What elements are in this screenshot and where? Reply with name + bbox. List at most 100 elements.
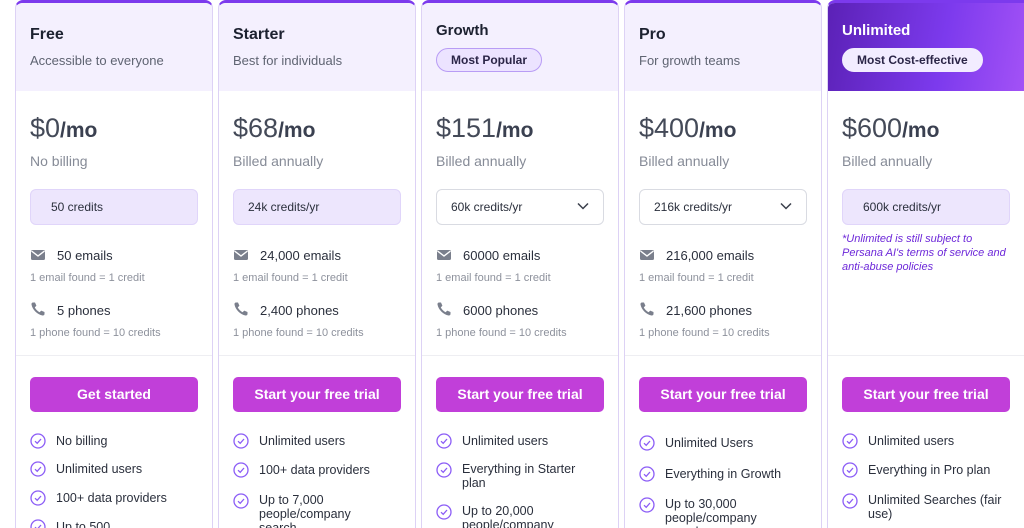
start-free-trial-button[interactable]: Start your free trial: [436, 377, 604, 412]
feature-item: Up to 20,000 people/company: [462, 504, 554, 528]
credits-dropdown[interactable]: 216k credits/yr: [639, 189, 807, 225]
email-credit-rate: 1 email found = 1 credit: [436, 272, 551, 284]
check-circle-icon: [233, 493, 249, 509]
price-period: /mo: [60, 119, 98, 142]
feature-item: 100+ data providers: [56, 491, 167, 505]
check-circle-icon: [436, 462, 452, 478]
plan-name: Growth: [436, 22, 489, 39]
plan-tagline: Best for individuals: [233, 53, 343, 68]
emails-count: 216,000 emails: [666, 248, 755, 263]
billing-note: Billed annually: [842, 153, 933, 169]
price-period: /mo: [699, 119, 737, 142]
check-circle-icon: [639, 466, 655, 482]
credits-selected-value: 60k credits/yr: [451, 200, 523, 214]
most-popular-badge: Most Popular: [436, 48, 543, 72]
price-amount: $151: [436, 113, 497, 143]
check-circle-icon: [233, 433, 249, 449]
emails-count: 24,000 emails: [260, 248, 341, 263]
plan-header: [16, 3, 212, 91]
feature-item: Unlimited users: [259, 434, 346, 448]
phones-count: 2,400 phones: [260, 303, 339, 318]
price-amount: $68: [233, 113, 279, 143]
feature-item: Everything in Starter plan: [462, 462, 576, 490]
feature-item: Up to 7,000 people/company search: [259, 493, 351, 528]
phone-icon: [234, 302, 248, 316]
start-free-trial-button[interactable]: Start your free trial: [639, 377, 807, 412]
divider: [219, 355, 415, 356]
price-period: /mo: [902, 119, 940, 142]
phones-count: 6000 phones: [463, 303, 539, 318]
divider: [16, 355, 212, 356]
feature-item: Unlimited users: [56, 462, 143, 476]
credits-selected-value: 216k credits/yr: [654, 200, 733, 214]
credits-box: 600k credits/yr: [842, 189, 1010, 225]
emails-count: 60000 emails: [463, 248, 541, 263]
plan-tagline: Accessible to everyone: [30, 53, 164, 68]
check-circle-icon: [842, 433, 858, 449]
plan-name: Pro: [639, 26, 666, 43]
plan-header: [625, 3, 821, 91]
plan-name: Starter: [233, 26, 285, 43]
plan-price: $0/mo: [30, 113, 97, 144]
most-cost-effective-badge: Most Cost-effective: [842, 48, 983, 72]
email-credit-rate: 1 email found = 1 credit: [233, 272, 348, 284]
start-free-trial-button[interactable]: Start your free trial: [842, 377, 1010, 412]
feature-item: Everything in Growth: [665, 467, 782, 481]
plan-name: Unlimited: [842, 22, 911, 39]
email-credit-rate: 1 email found = 1 credit: [639, 272, 754, 284]
plan-header: [422, 3, 618, 91]
plan-price: $151/mo: [436, 113, 533, 144]
check-circle-icon: [842, 493, 858, 509]
phone-icon: [640, 302, 654, 316]
check-circle-icon: [233, 462, 249, 478]
phones-count: 21,600 phones: [666, 303, 753, 318]
check-circle-icon: [30, 433, 46, 449]
check-circle-icon: [842, 462, 858, 478]
credits-dropdown[interactable]: 60k credits/yr: [436, 189, 604, 225]
check-circle-icon: [436, 504, 452, 520]
plan-card-starter: Starter Best for individuals $68/mo Bill…: [218, 0, 416, 528]
check-circle-icon: [436, 433, 452, 449]
plan-name: Free: [30, 26, 64, 43]
feature-item: Unlimited users: [868, 434, 955, 448]
billing-note: Billed annually: [233, 153, 324, 169]
get-started-button[interactable]: Get started: [30, 377, 198, 412]
check-circle-icon: [30, 519, 46, 528]
divider: [828, 355, 1024, 356]
start-free-trial-button[interactable]: Start your free trial: [233, 377, 401, 412]
plan-card-pro: Pro For growth teams $400/mo Billed annu…: [624, 0, 822, 528]
mail-icon: [640, 250, 654, 260]
feature-item: Unlimited Searches (fair use): [868, 493, 1002, 521]
emails-count: 50 emails: [57, 248, 113, 263]
billing-note: Billed annually: [639, 153, 730, 169]
phone-credit-rate: 1 phone found = 10 credits: [30, 327, 161, 339]
feature-item: Unlimited users: [462, 434, 549, 448]
billing-note: No billing: [30, 153, 88, 169]
check-circle-icon: [30, 461, 46, 477]
phone-icon: [31, 302, 45, 316]
plan-price: $600/mo: [842, 113, 939, 144]
email-credit-rate: 1 email found = 1 credit: [30, 272, 145, 284]
credits-box: 24k credits/yr: [233, 189, 401, 225]
mail-icon: [437, 250, 451, 260]
fair-use-note: *Unlimited is still subject to Persana A…: [842, 233, 1006, 273]
phone-credit-rate: 1 phone found = 10 credits: [639, 327, 770, 339]
plan-card-free: Free Accessible to everyone $0/mo No bil…: [15, 0, 213, 528]
feature-item: No billing: [56, 434, 108, 448]
billing-note: Billed annually: [436, 153, 527, 169]
price-amount: $400: [639, 113, 700, 143]
feature-item: 100+ data providers: [259, 463, 370, 477]
phone-credit-rate: 1 phone found = 10 credits: [233, 327, 364, 339]
phone-credit-rate: 1 phone found = 10 credits: [436, 327, 567, 339]
chevron-down-icon: [577, 202, 589, 210]
chevron-down-icon: [780, 202, 792, 210]
divider: [625, 355, 821, 356]
check-circle-icon: [30, 490, 46, 506]
plan-header: [219, 3, 415, 91]
price-period: /mo: [496, 119, 534, 142]
plan-header: [828, 3, 1024, 91]
price-period: /mo: [278, 119, 316, 142]
credits-box: 50 credits: [30, 189, 198, 225]
phone-icon: [437, 302, 451, 316]
